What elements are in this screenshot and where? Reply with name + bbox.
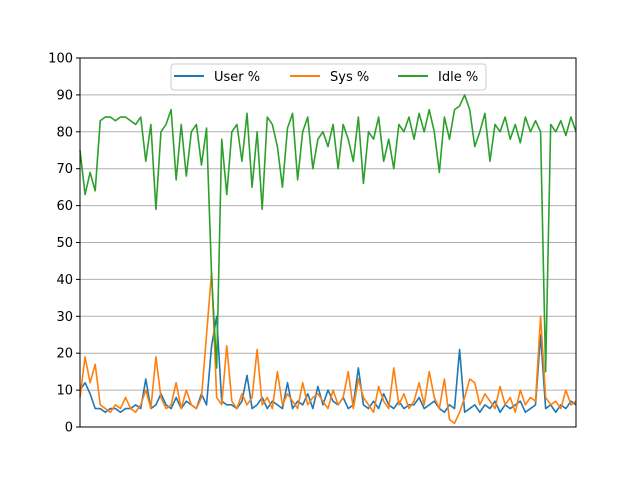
y-tick-label: 100 (48, 52, 73, 67)
y-axis-ticks: 0 10 20 30 40 50 60 70 80 90 100 (48, 52, 80, 436)
y-tick-label: 40 (56, 273, 73, 288)
y-tick-label: 80 (56, 125, 73, 140)
y-tick-label: 90 (56, 88, 73, 103)
y-tick-label: 20 (56, 347, 73, 362)
y-tick-label: 30 (56, 310, 73, 325)
y-tick-label: 10 (56, 384, 73, 399)
series-line-sys (79, 271, 577, 425)
y-tick-label: 70 (56, 162, 73, 177)
legend-label-idle: Idle % (438, 70, 478, 85)
series-line-user (79, 315, 577, 414)
legend-label-user: User % (214, 70, 260, 85)
y-tick-label: 0 (65, 421, 73, 436)
legend: User % Sys % Idle % (170, 63, 487, 91)
legend-box (170, 63, 487, 91)
y-tick-label: 60 (56, 199, 73, 214)
y-tick-label: 50 (56, 236, 73, 251)
series-line-idle (79, 94, 577, 373)
legend-label-sys: Sys % (330, 70, 369, 85)
series-lines (79, 94, 577, 425)
